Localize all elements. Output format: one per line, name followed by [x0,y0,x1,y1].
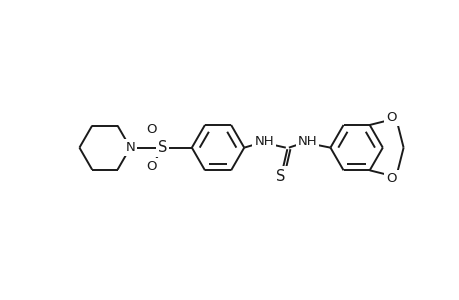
Text: O: O [146,123,157,136]
Text: O: O [146,160,157,172]
Text: NH: NH [254,135,274,148]
Text: S: S [157,140,167,155]
Text: O: O [385,172,396,184]
Text: S: S [276,169,285,184]
Text: N: N [125,141,135,154]
Text: O: O [385,111,396,124]
Text: NH: NH [297,135,317,148]
